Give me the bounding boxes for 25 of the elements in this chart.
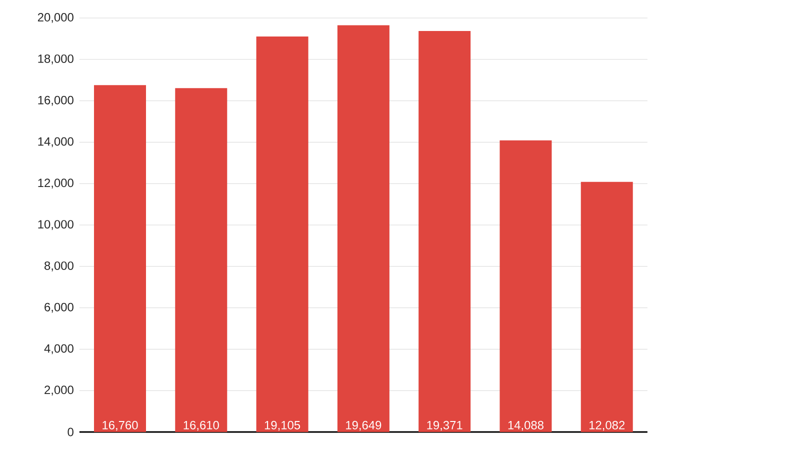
data-label: 16,610 [184, 420, 219, 431]
bar [94, 85, 146, 432]
y-tick-label: 4,000 [44, 344, 74, 354]
y-tick-label: 0 [68, 428, 74, 436]
data-label: 19,371 [427, 420, 462, 431]
bar [175, 88, 228, 432]
y-tick-label: 18,000 [38, 54, 74, 64]
y-tick-label: 2,000 [44, 386, 74, 396]
y-tick-label: 8,000 [44, 261, 74, 272]
y-tick-label: 16,000 [38, 96, 74, 106]
bar [500, 140, 552, 432]
data-label: 12,082 [589, 420, 625, 431]
bar [418, 31, 471, 432]
bar [337, 25, 390, 432]
data-label: 19,649 [346, 420, 382, 431]
y-tick-label: 6,000 [44, 302, 74, 313]
data-label: 19,105 [264, 420, 300, 431]
data-label: 14,088 [508, 420, 544, 431]
y-tick-label: 14,000 [38, 137, 74, 148]
bar [580, 182, 633, 432]
y-tick-label: 12,000 [38, 178, 74, 189]
y-tick-label: 20,000 [38, 13, 74, 23]
data-label: 16,760 [102, 420, 138, 431]
bar [256, 36, 308, 432]
y-tick-label: 10,000 [38, 220, 74, 230]
